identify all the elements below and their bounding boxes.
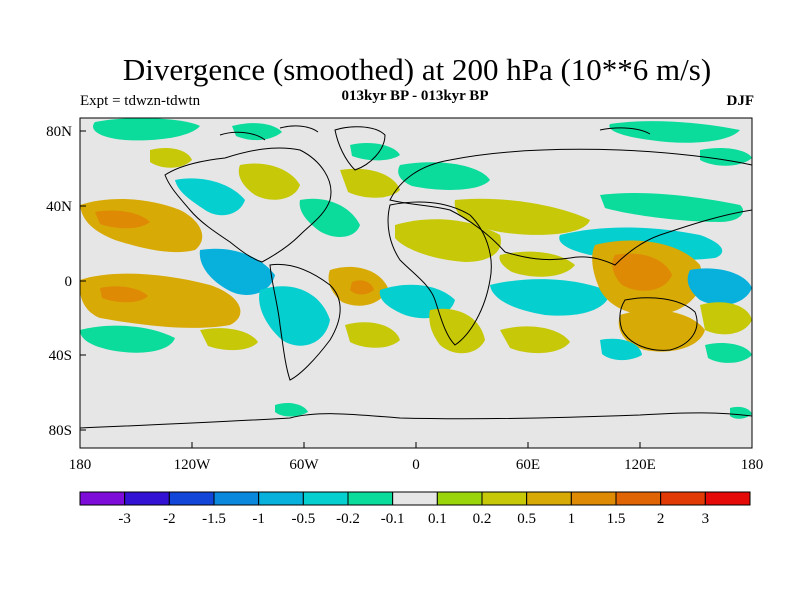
region-amazon-core [350,280,374,295]
chart-title: Divergence (smoothed) at 200 hPa (10**6 … [122,52,712,87]
lon-tick-label: 120W [174,457,212,473]
legend-swatch [660,491,706,506]
region-sindian-div [500,326,570,354]
legend-swatch [168,491,215,506]
lat-tick-label: 80N [46,124,72,140]
region-australia-div [618,310,705,352]
coast-africa [387,201,492,346]
region-maritime-core [612,253,672,291]
legend-swatch [347,491,394,506]
color-legend: -3 -2 -1.5 -1 -0.5 -0.2 -0.1 0.1 0.2 0.5 1 1.5 2 3 [79,491,751,527]
lon-tick-label: 60W [289,457,319,473]
lat-tick-label: 40N [46,199,72,215]
region-arctic-russia [609,121,740,143]
region-spacific-div-2 [200,328,258,351]
coast-eurasia [389,148,752,266]
coast-arctic-islands [219,125,651,141]
legend-swatch [436,491,483,506]
legend-swatch [302,491,349,506]
legend-swatch [213,491,260,506]
region-spacific-div [700,302,752,335]
lon-tick-label: 0 [412,457,420,473]
region-arctic-pacific-div [150,148,192,168]
region-africa-div [395,219,501,262]
region-arctic-canada [232,123,282,141]
region-east-siberia [700,147,752,166]
region-natlantic-div [340,168,400,198]
region-australia-conv [600,338,642,361]
coast-north-america [164,147,332,263]
legend-swatch [481,491,528,506]
legend-swatch [392,491,438,506]
lat-tick-label: 80S [49,423,72,439]
coast-australia [619,297,698,351]
lon-tick-label: 180 [69,457,92,473]
map-axes: 80N 40N 0 40S 80S 180 120W 60W 0 60E 120E 180 [46,124,763,473]
legend-swatch [124,491,170,506]
lat-tick-label: 0 [65,274,73,290]
legend-label: -0.5 [291,511,315,527]
arctic-regions [93,118,752,168]
chart-subtitle: 013kyr BP - 013kyr BP [341,88,489,104]
coast-greenland [334,126,386,171]
lon-tick-label: 120E [624,457,656,473]
legend-label: 0.1 [428,511,447,527]
lon-tick-label: 180 [741,457,764,473]
experiment-label: Expt = tdwzn-tdwtn [80,93,201,109]
region-antarctic-atl [275,402,308,417]
coast-south-america [269,263,341,381]
tropical-regions [80,219,752,354]
region-epacific-conv [199,248,275,295]
region-south-africa-div [429,308,485,354]
region-north-america-div [238,163,300,200]
region-indian-ocean-conv [490,279,610,316]
legend-swatch [615,491,662,506]
coast-antarctica [80,412,752,429]
season-label: DJF [726,93,755,109]
region-asia-div [454,198,590,235]
region-nz-conv [705,343,752,363]
legend-swatch [79,491,126,506]
region-arctic-pacific [93,118,200,141]
region-wpacific-conv [687,268,752,306]
legend-label: -0.1 [381,511,405,527]
legend-label: 3 [702,511,710,527]
lon-tick-label: 60E [516,457,540,473]
map-field [80,118,752,448]
region-npacific-conv [175,178,245,216]
legend-swatch [526,491,572,506]
region-natlantic-conv [299,198,360,237]
region-npacific-core [95,210,150,229]
legend-label: 0.2 [473,511,492,527]
legend-label: -2 [163,511,176,527]
legend-label: 1 [568,511,576,527]
region-south-america-conv [259,286,330,346]
legend-label: -0.2 [336,511,360,527]
legend-label: -1 [252,511,265,527]
region-satlantic-div [345,322,400,348]
lat-tick-label: 40S [49,348,72,364]
legend-label: -3 [118,511,131,527]
region-central-pacific-core [100,286,148,303]
legend-label: 2 [657,511,665,527]
legend-label: 0.5 [517,511,536,527]
legend-swatch [704,491,751,506]
legend-swatch [570,491,617,506]
south-midlat-regions [80,310,752,419]
region-npacific-east [600,193,744,222]
legend-label: -1.5 [202,511,226,527]
legend-label: 1.5 [607,511,626,527]
coastlines [80,125,752,429]
region-hudson-conv [350,143,400,161]
legend-swatch [258,491,304,506]
region-indian-ocean-div [499,251,575,277]
region-spacific-conv [80,325,175,353]
